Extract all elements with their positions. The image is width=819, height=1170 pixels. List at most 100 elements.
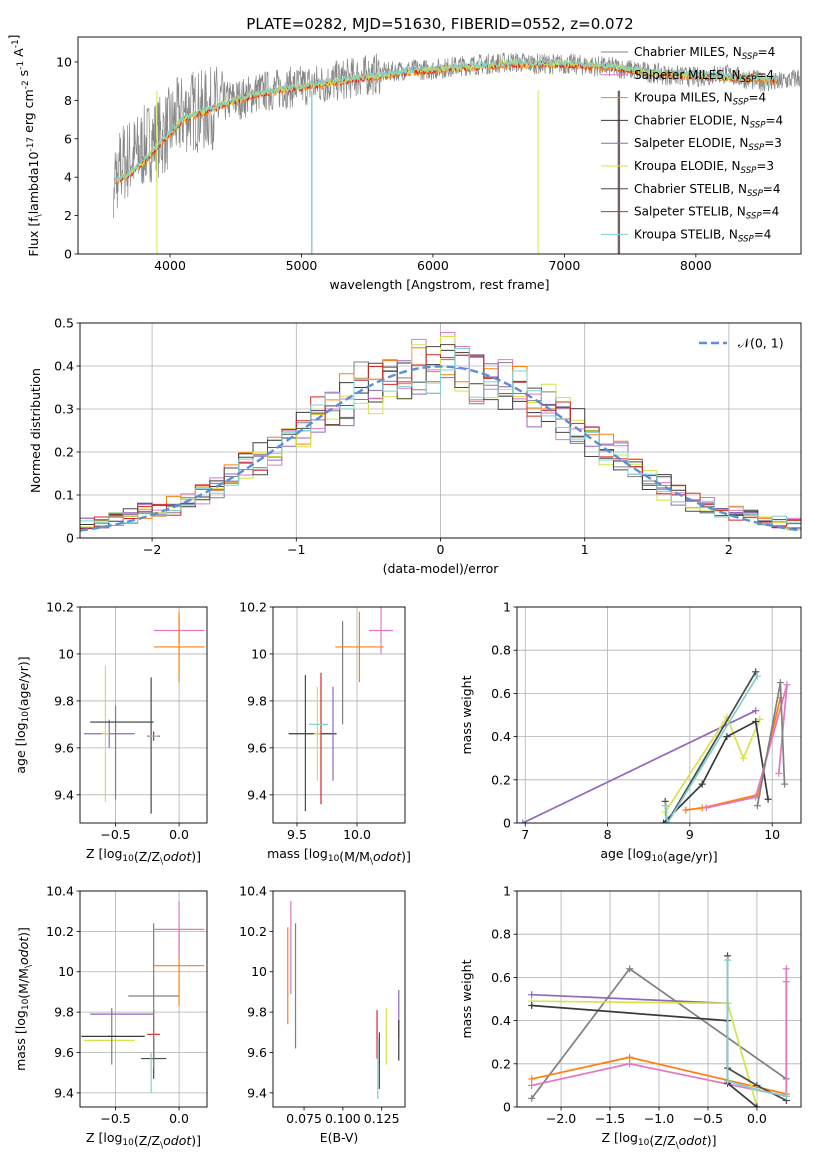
- weight-marker: [528, 1075, 536, 1083]
- x-axis-label: age [log10(age/yr)]: [600, 846, 717, 864]
- weight-marker: [626, 1053, 634, 1061]
- y-tick-label: 9.6: [54, 740, 74, 755]
- plot-area: [519, 668, 791, 823]
- weight-marker: [752, 707, 760, 715]
- weight-marker: [782, 1092, 790, 1100]
- y-tick-label: 10.2: [46, 924, 74, 939]
- weight-marker: [752, 717, 760, 725]
- y-tick-label: 10.2: [46, 600, 74, 615]
- grid: [273, 606, 405, 823]
- data-point: [335, 611, 384, 683]
- x-tick-label: 8000: [680, 258, 712, 273]
- data-point: [313, 686, 321, 781]
- weight-marker: [528, 1094, 536, 1102]
- axes-frame: [272, 606, 406, 824]
- weight-marker: [752, 793, 760, 801]
- chart-age_vs_Z: −0.5 0.0 9.4 9.6 9.8 10 10.2 Z [log10(Z/Z\odot)…: [13, 600, 208, 867]
- chart-mass_vs_Z: −0.5 0.0 9.4 9.6 9.8 10 10.2 10.4 Z [log10(Z/Z\o…: [13, 884, 208, 1151]
- grid: [80, 606, 207, 823]
- y-tick-label: 0.3: [54, 402, 74, 417]
- grid: [80, 890, 207, 1107]
- axes: −0.5 0.0 9.4 9.6 9.8 10 10.2 10.4 Z [log10(Z/Z\o…: [13, 884, 208, 1151]
- x-tick-label: 4000: [154, 258, 186, 273]
- y-axis-label: mass weight: [459, 675, 474, 754]
- model-spectrum-line: [114, 58, 778, 182]
- x-tick-label: 0.0: [169, 1111, 189, 1126]
- weight-series-line: [522, 709, 757, 823]
- y-tick-label: 10.4: [46, 884, 74, 899]
- x-axis-label: mass [log10(M/M\odot)]: [267, 846, 411, 867]
- y-tick-label: 0.8: [491, 927, 511, 942]
- y-tick-label: 9.8: [54, 1005, 74, 1020]
- y-tick-label: 9.4: [247, 1085, 267, 1100]
- observed-spectrum-line: [113, 52, 800, 218]
- weight-marker: [764, 795, 772, 803]
- y-tick-label: 10: [58, 646, 74, 661]
- legend-entry: Salpeter STELIB, NSSP=4: [634, 205, 779, 222]
- legend-entry: Kroupa ELODIE, NSSP=3: [634, 159, 774, 176]
- legend: Chabrier MILES, NSSP=4 Salpeter MILES, NS…: [601, 45, 783, 244]
- weight-marker: [783, 681, 791, 689]
- y-tick-label: 10: [251, 964, 267, 979]
- y-tick-label: 0: [64, 247, 72, 262]
- x-tick-label: −0.5: [693, 1111, 723, 1126]
- weight-marker: [739, 754, 747, 762]
- y-tick-label: 0.6: [491, 970, 511, 985]
- x-tick-label: 1: [581, 542, 589, 557]
- chart-spectrum: 4000 5000 6000 7000 8000 0 2 4 6 8 10 wavelength [A…: [6, 34, 802, 292]
- plot-area: [113, 52, 800, 254]
- y-axis-label: Flux [f\lambda10-17 erg cm-2 s-1 A-1]: [6, 34, 44, 256]
- chart-weight_vs_Z: −2.0 −1.5 −1.0 −0.5 0.0 0 0.2 0.4 0.6 0.8 1 Z [log1…: [459, 884, 802, 1151]
- weight-marker: [776, 679, 784, 687]
- x-tick-label: 9.5: [287, 827, 307, 842]
- y-tick-label: 9.4: [54, 1085, 74, 1100]
- weight-marker: [724, 956, 732, 964]
- x-tick-label: 0.100: [325, 1111, 361, 1126]
- y-tick-label: 0.1: [54, 488, 74, 503]
- weight-marker: [775, 769, 783, 777]
- axes-frame: [516, 606, 802, 824]
- axes-frame: [77, 36, 802, 255]
- x-axis-label: (data-model)/error: [383, 561, 500, 576]
- weight-marker: [753, 802, 761, 810]
- x-axis-label: Z [log10(Z/Z\odot)]: [601, 1130, 716, 1151]
- x-tick-label: 8: [604, 827, 612, 842]
- weight-marker: [724, 1077, 732, 1085]
- y-tick-label: 2: [64, 208, 72, 223]
- x-tick-label: −1: [287, 542, 305, 557]
- axes-frame: [79, 606, 208, 824]
- y-tick-label: 9.6: [54, 1045, 74, 1060]
- y-tick-label: 0.8: [491, 643, 511, 658]
- axes: −0.5 0.0 9.4 9.6 9.8 10 10.2 Z [log10(Z/Z\odot)…: [13, 600, 208, 867]
- y-tick-label: 0.4: [491, 729, 511, 744]
- y-tick-label: 9.6: [247, 740, 267, 755]
- legend-entry: 𝒩(0, 1): [738, 336, 784, 351]
- chart-mass_vs_ebv: 0.075 0.100 0.125 9.4 9.6 9.8 10 10.2 10.4 E(B-V): [239, 884, 406, 1145]
- weight-marker: [626, 1060, 634, 1068]
- weight-marker: [660, 819, 668, 823]
- x-axis-label: wavelength [Angstrom, rest frame]: [329, 277, 549, 292]
- data-point: [101, 665, 110, 802]
- y-tick-label: 8: [64, 93, 72, 108]
- plot-area: [80, 332, 801, 532]
- weight-marker: [752, 668, 760, 676]
- y-tick-label: 9.6: [247, 1045, 267, 1060]
- y-tick-label: 0.2: [491, 772, 511, 787]
- weight-series-line: [531, 968, 788, 1098]
- y-tick-label: 10.2: [239, 600, 267, 615]
- x-tick-label: 7000: [548, 258, 580, 273]
- x-axis-label: Z [log10(Z/Z\odot)]: [86, 1130, 201, 1151]
- weight-marker: [519, 819, 527, 823]
- axes: 0.075 0.100 0.125 9.4 9.6 9.8 10 10.2 10.4 E(B-V): [239, 884, 406, 1145]
- data-point: [369, 607, 393, 654]
- y-tick-label: 9.8: [247, 693, 267, 708]
- weight-marker: [664, 819, 672, 823]
- y-tick-label: 10: [58, 964, 74, 979]
- x-tick-label: −2.0: [546, 1111, 576, 1126]
- chart-weight_vs_age: 7 8 9 10 0 0.2 0.4 0.6 0.8 1 age [log10(age/yr)] ma…: [459, 600, 802, 864]
- weight-marker: [528, 1001, 536, 1009]
- x-tick-label: 0.0: [747, 1111, 767, 1126]
- y-tick-label: 0.6: [491, 686, 511, 701]
- axes: 9.5 10.0 9.4 9.6 9.8 10 10.2 mass [log10(M/M\od…: [239, 600, 411, 868]
- y-tick-label: 9.4: [54, 787, 74, 802]
